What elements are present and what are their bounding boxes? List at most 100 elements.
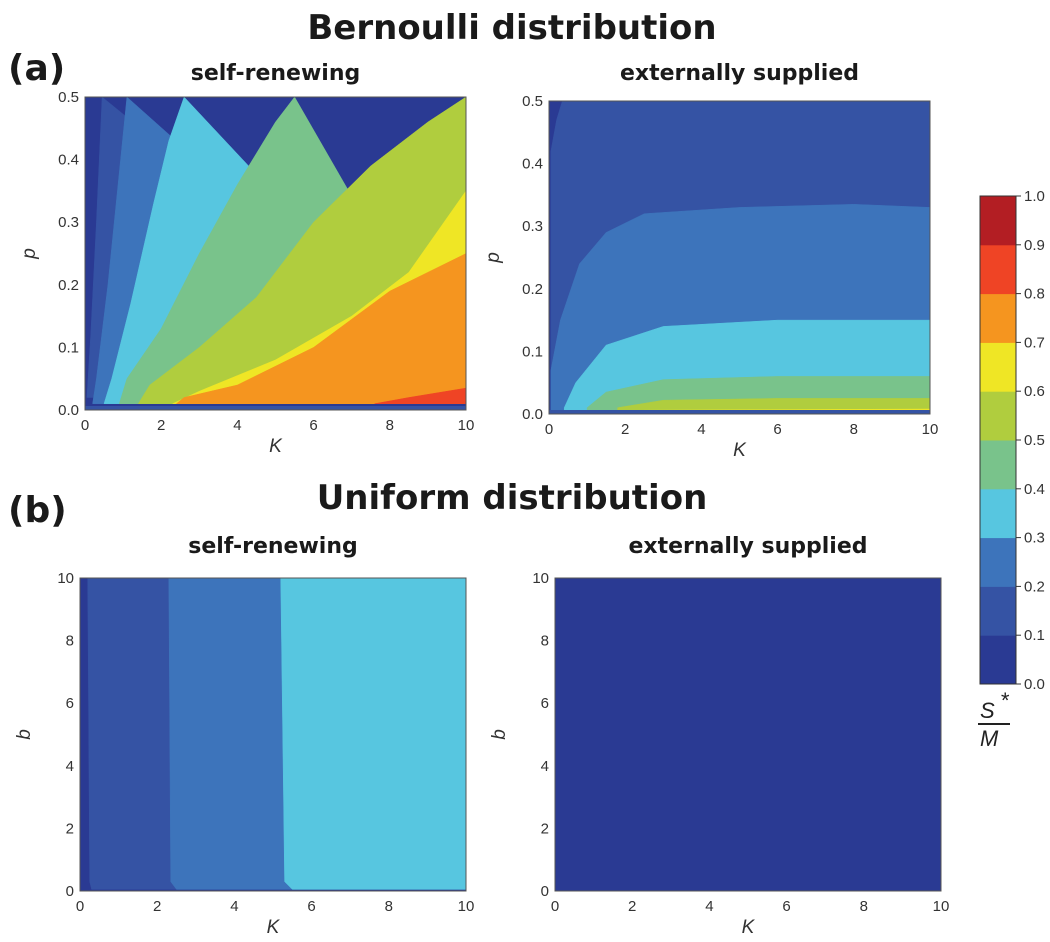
heatmap-band-0.3 xyxy=(280,578,466,890)
colorbar-tick-label: 0.9 xyxy=(1024,237,1045,254)
x-tick-label: 0 xyxy=(545,421,553,438)
y-axis-label: p xyxy=(483,252,504,264)
x-tick-label: 8 xyxy=(850,421,858,438)
heatmap-area xyxy=(85,97,466,410)
plot-b-externally-supplied: externally supplied 0 2 4 6 8 10 0 2 4 6 8 10 Kb xyxy=(489,534,949,938)
colorbar-label-numerator: S xyxy=(980,698,995,723)
y-tick-label: 0.4 xyxy=(522,156,543,173)
colorbar-tick-label: 0.4 xyxy=(1024,481,1045,498)
y-tick-label: 0 xyxy=(66,883,74,900)
y-tick-label: 10 xyxy=(532,570,549,587)
colorbar-segment xyxy=(980,635,1016,685)
plot-frame xyxy=(79,577,467,892)
colorbar-segment xyxy=(980,488,1016,539)
colorbar-tick-label: 0.0 xyxy=(1024,676,1045,693)
colorbar-segment xyxy=(980,537,1016,587)
x-tick-label: 2 xyxy=(621,421,629,438)
x-tick-label: 4 xyxy=(230,898,238,915)
x-tick-label: 8 xyxy=(386,417,394,434)
x-axis-label: K xyxy=(267,917,281,938)
colorbar-segment xyxy=(980,440,1016,490)
colorbar-segment xyxy=(980,196,1016,246)
y-tick-label: 10 xyxy=(57,570,74,587)
colorbar-tick-label: 1.0 xyxy=(1024,188,1045,205)
heatmap-area xyxy=(555,578,941,891)
colorbar-tick-label: 0.3 xyxy=(1024,530,1045,547)
y-tick-label: 8 xyxy=(541,633,549,650)
x-tick-label: 10 xyxy=(922,421,939,438)
panel-a-title: Bernoulli distribution xyxy=(307,8,716,48)
heatmap-band-base xyxy=(555,578,941,891)
y-axis-label: p xyxy=(19,248,40,260)
x-tick-label: 0 xyxy=(551,898,559,915)
x-tick-label: 2 xyxy=(628,898,636,915)
colorbar-segment xyxy=(980,391,1016,441)
plot-frame xyxy=(554,577,942,892)
colorbar-tick-label: 0.5 xyxy=(1024,432,1045,449)
y-tick-label: 0.2 xyxy=(58,277,79,294)
y-tick-label: 2 xyxy=(66,820,74,837)
y-tick-label: 0.2 xyxy=(522,281,543,298)
y-tick-label: 0.5 xyxy=(522,93,543,110)
colorbar-segment xyxy=(980,293,1016,343)
y-tick-label: 0.4 xyxy=(58,152,79,169)
plot-title: externally supplied xyxy=(629,534,868,559)
plot-frame xyxy=(548,100,931,415)
x-tick-label: 6 xyxy=(782,898,790,915)
x-tick-label: 4 xyxy=(705,898,713,915)
y-tick-label: 4 xyxy=(66,758,74,775)
colorbar-tick-label: 0.6 xyxy=(1024,383,1045,400)
panel-b-title: Uniform distribution xyxy=(317,478,708,518)
x-tick-label: 8 xyxy=(385,898,393,915)
colorbar-tick-label: 0.7 xyxy=(1024,334,1045,351)
y-tick-label: 6 xyxy=(541,695,549,712)
x-axis-label: K xyxy=(733,440,747,461)
colorbar-segment xyxy=(980,586,1016,636)
y-tick-label: 8 xyxy=(66,633,74,650)
colorbar-label-denominator: M xyxy=(980,726,999,751)
y-tick-label: 0 xyxy=(541,883,549,900)
panel-b-letter: (b) xyxy=(8,490,67,531)
x-tick-label: 4 xyxy=(233,417,241,434)
y-tick-label: 0.1 xyxy=(58,339,79,356)
colorbar: 0.0 0.1 0.2 0.3 0.4 0.5 0.6 0.7 0.8 0.9 1.0 xyxy=(979,188,1045,693)
heatmap-band-0.7 xyxy=(175,253,466,404)
x-axis-label: K xyxy=(742,917,756,938)
x-tick-label: 10 xyxy=(933,898,950,915)
plot-a-self-renewing: self-renewing 0 2 4 6 8 10 0.0 0.1 0.2 0.3 0.4 0.5 Kp xyxy=(19,61,474,457)
x-tick-label: 4 xyxy=(697,421,705,438)
y-tick-label: 2 xyxy=(541,820,549,837)
heatmap-band-0.8 xyxy=(374,387,466,404)
colorbar-tick-label: 0.8 xyxy=(1024,286,1045,303)
heatmap-area xyxy=(80,578,466,891)
x-tick-label: 2 xyxy=(153,898,161,915)
colorbar-segment xyxy=(980,342,1016,392)
x-tick-label: 0 xyxy=(76,898,84,915)
x-axis-label: K xyxy=(269,436,283,457)
heatmap-floor-band xyxy=(85,406,466,410)
x-tick-label: 10 xyxy=(458,417,475,434)
y-tick-label: 6 xyxy=(66,695,74,712)
y-tick-label: 0.3 xyxy=(58,214,79,231)
colorbar-tick-label: 0.2 xyxy=(1024,578,1045,595)
x-tick-label: 6 xyxy=(773,421,781,438)
colorbar-tick-label: 0.1 xyxy=(1024,627,1045,644)
x-tick-label: 10 xyxy=(458,898,475,915)
x-tick-label: 0 xyxy=(81,417,89,434)
x-tick-label: 8 xyxy=(860,898,868,915)
plot-a-externally-supplied: externally supplied 0 2 4 6 8 10 0.0 0.1 0.2 0.3 0.… xyxy=(483,61,938,461)
plot-title: externally supplied xyxy=(620,61,859,86)
panel-a-letter: (a) xyxy=(8,48,65,89)
plot-frame xyxy=(84,96,467,411)
y-tick-label: 0.3 xyxy=(522,218,543,235)
plot-title: self-renewing xyxy=(191,61,361,86)
y-tick-label: 0.0 xyxy=(58,402,79,419)
x-tick-label: 6 xyxy=(307,898,315,915)
colorbar-label-superscript: * xyxy=(1000,688,1010,713)
y-axis-label: b xyxy=(14,729,35,740)
heatmap-area xyxy=(549,101,930,414)
colorbar-label: S * M xyxy=(978,688,1010,751)
colorbar-segment xyxy=(980,244,1016,295)
heatmap-floor-band xyxy=(549,410,930,414)
